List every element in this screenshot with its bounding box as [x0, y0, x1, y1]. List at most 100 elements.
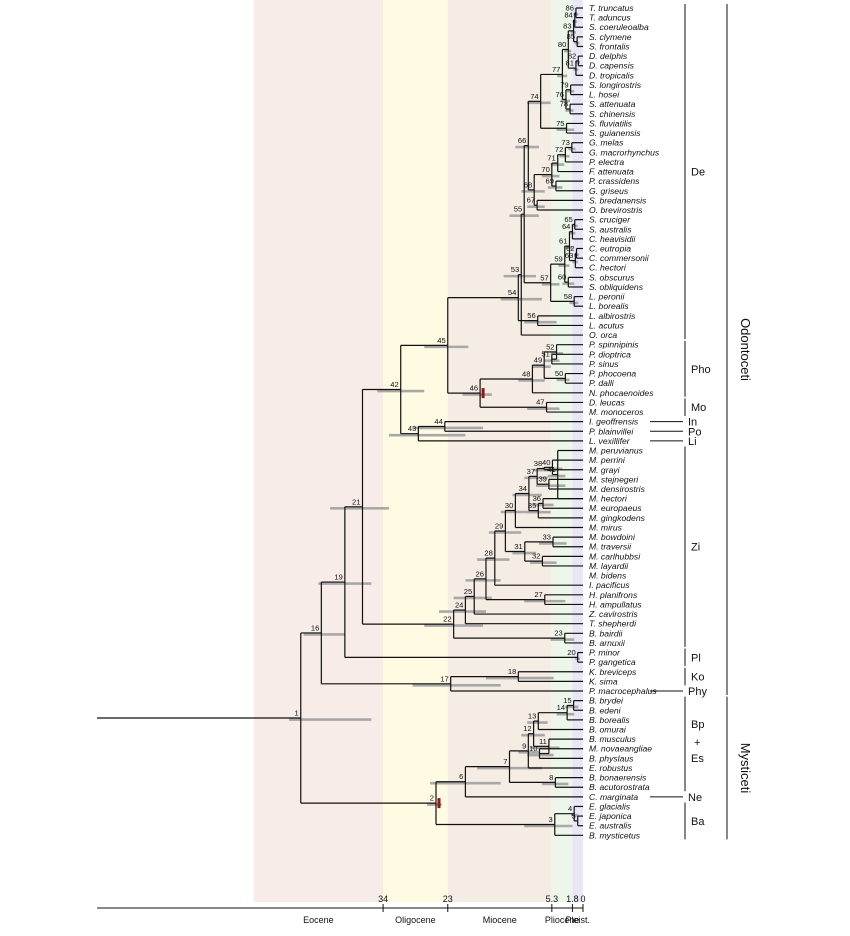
node-label-25: 25 [464, 587, 472, 596]
taxon-p-gangetica: P. gangetica [589, 657, 636, 667]
node-label-84: 84 [564, 11, 572, 20]
taxon-m-traversii: M. traversii [589, 542, 632, 552]
node-label-72: 72 [555, 145, 563, 154]
node-label-18: 18 [508, 667, 516, 676]
taxon-g-melas: G. melas [589, 138, 624, 148]
taxon-p-spinnipinis: P. spinnipinis [589, 340, 639, 350]
node-label-32: 32 [532, 552, 540, 561]
axis-tick-label-34: 34 [378, 894, 388, 904]
node-label-21: 21 [352, 497, 360, 506]
node-label-40: 40 [542, 458, 550, 467]
taxon-b-musculus: B. musculus [589, 734, 637, 744]
node-label-64: 64 [562, 222, 570, 231]
node-label-19: 19 [334, 573, 342, 582]
node-label-67: 67 [527, 196, 535, 205]
suborder-odontoceti-label: Odontoceti [738, 318, 753, 381]
node-label-77: 77 [552, 65, 560, 74]
node-label-9: 9 [522, 741, 526, 750]
clade-po-label: Po [688, 426, 701, 438]
taxon-b-physlaus: B. physlaus [589, 753, 634, 763]
taxon-p-macrocephalus: P. macrocephalus [589, 686, 657, 696]
node-label-65: 65 [564, 215, 572, 224]
node-label-49: 49 [534, 356, 542, 365]
taxon-c-commersonii: C. commersonii [589, 253, 650, 263]
taxon-o-brevirostris: O. brevirostris [589, 205, 643, 215]
taxon-g-griseus: G. griseus [589, 186, 629, 196]
node-label-11: 11 [539, 737, 547, 746]
taxon-t-shepherdi: T. shepherdi [589, 619, 637, 629]
taxon-s-frontalis: S. frontalis [589, 41, 630, 51]
taxon-d-delphis: D. delphis [589, 51, 628, 61]
node-label-51: 51 [541, 350, 549, 359]
taxon-p-phocoena: P. phocoena [589, 369, 636, 379]
node-label-58: 58 [564, 292, 572, 301]
clade-bp-label-extra-1: Es [691, 753, 704, 765]
taxon-m-bidens: M. bidens [589, 571, 627, 581]
node-label-36: 36 [533, 494, 541, 503]
taxon-p-electra: P. electra [589, 157, 624, 167]
node-label-57: 57 [540, 273, 548, 282]
node-label-37: 37 [527, 467, 535, 476]
node-label-3: 3 [549, 815, 553, 824]
taxon-c-hectori: C. hectori [589, 263, 627, 273]
clade-in-label: In [688, 417, 697, 429]
axis-tick-label-1-8: 1.8 [566, 894, 579, 904]
epoch-label-miocene: Miocene [483, 915, 517, 925]
node-label-68: 68 [524, 180, 532, 189]
node-label-43: 43 [408, 424, 416, 433]
node-label-86: 86 [565, 3, 573, 12]
node-label-70: 70 [541, 165, 549, 174]
taxon-b-arnuxii: B. arnuxii [589, 638, 626, 648]
node-label-30: 30 [505, 501, 513, 510]
epoch-label-oligocene: Oligocene [395, 915, 436, 925]
taxon-p-dalli: P. dalli [589, 378, 615, 388]
node-label-20: 20 [567, 648, 575, 657]
taxon-p-blainvillei: P. blainvillei [589, 426, 634, 436]
time-axis: 34 23 5.3 1.8 0 Eocene Oligocene Miocene Pliocen… [97, 894, 590, 925]
node-label-60: 60 [558, 273, 566, 282]
taxon-o-orca: O. orca [589, 330, 617, 340]
node-label-23: 23 [554, 629, 562, 638]
taxon-c-marginata: C. marginata [589, 792, 638, 802]
node-label-82: 82 [568, 51, 576, 60]
node-label-6: 6 [459, 772, 463, 781]
taxon-m-hectori: M. hectori [589, 494, 628, 504]
node-label-4: 4 [568, 804, 572, 813]
node-label-12: 12 [523, 724, 531, 733]
taxon-s-bredanensis: S. bredanensis [589, 195, 647, 205]
node-label-76: 76 [555, 90, 563, 99]
node-label-13: 13 [528, 712, 536, 721]
taxon-m-europaeus: M. europaeus [589, 503, 642, 513]
epoch-label-eocene: Eocene [303, 915, 334, 925]
taxon-s-longirostris: S. longirostris [589, 80, 642, 90]
node-label-29: 29 [495, 522, 503, 531]
node-label-7: 7 [503, 757, 507, 766]
taxon-p-minor: P. minor [589, 648, 621, 658]
tree-branches [97, 7, 583, 836]
suborder-mysticeti-label: Mysticeti [738, 743, 753, 794]
taxon-m-stejnegeri: M. stejnegeri [589, 474, 639, 484]
node-label-50: 50 [555, 369, 563, 378]
taxon-l-albirostris: L. albirostris [589, 311, 636, 321]
node-label-16: 16 [311, 623, 319, 632]
node-label-22: 22 [443, 615, 451, 624]
taxon-m-novaeangliae: M. novaeangliae [589, 744, 652, 754]
taxon-k-breviceps: K. breviceps [589, 667, 637, 677]
node-label-38: 38 [534, 459, 542, 468]
node-label-83: 83 [563, 21, 571, 30]
taxon-s-obscurus: S. obscurus [589, 272, 635, 282]
taxon-c-heavisidii: C. heavisidii [589, 234, 636, 244]
taxon-m-perrini: M. perrini [589, 455, 626, 465]
clade-ko-label: Ko [691, 672, 704, 684]
taxon-l-borealis: L. borealis [589, 301, 629, 311]
node-label-5: 5 [571, 811, 575, 820]
taxon-l-peronii: L. peronii [589, 292, 625, 302]
axis-tick-label-5-3: 5.3 [546, 894, 559, 904]
node-label-41: 41 [547, 465, 555, 474]
taxon-s-obliquidens: S. obliquidens [589, 282, 644, 292]
taxon-m-bowdoini: M. bowdoini [589, 532, 636, 542]
taxon-b-omurai: B. omurai [589, 725, 627, 735]
taxon-s-cruciger: S. cruciger [589, 215, 631, 225]
node-label-48: 48 [522, 369, 530, 378]
